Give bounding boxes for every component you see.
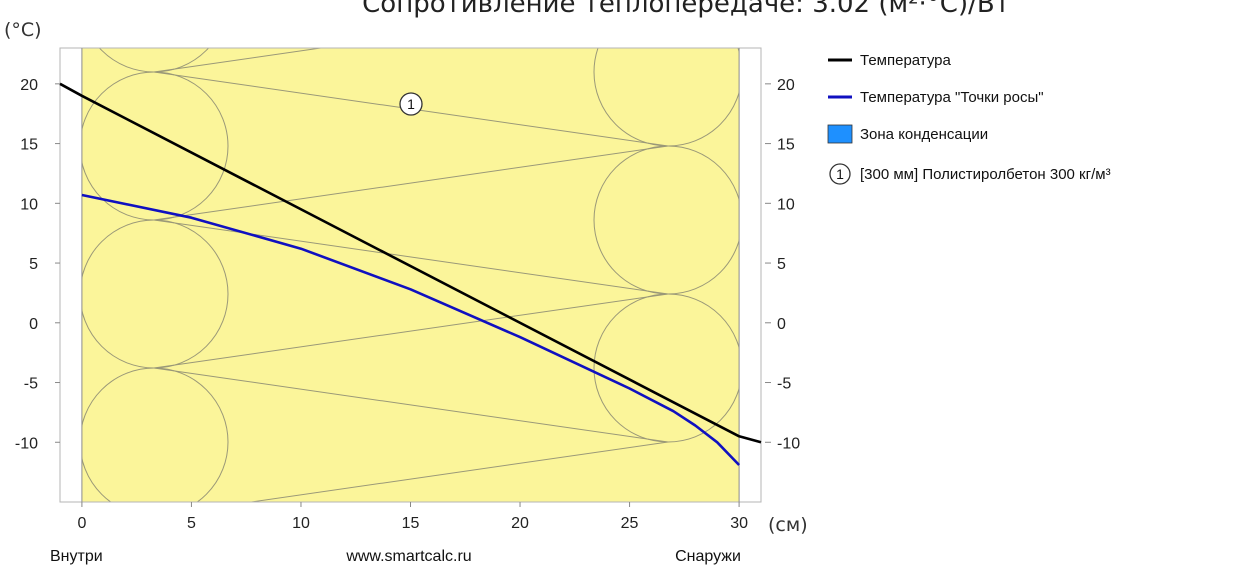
legend-item: 1 [300 мм] Полистиролбетон 300 кг/м³ [829,163,1111,185]
x-tick-label: 15 [402,515,420,532]
x-tick-label: 0 [77,515,86,532]
legend: Температура Температура "Точки росы" Зона … [827,52,1111,185]
y-tick-label-left: 15 [20,137,38,154]
y-tick-label-left: -5 [24,376,38,393]
layer-badge [399,92,423,116]
layer-badge-label: 1 [407,96,415,112]
legend-badge-label: 1 [836,166,844,182]
x-tick-label: 10 [292,515,310,532]
y-tick-label-left: -10 [15,435,38,452]
footer-site-label: www.smartcalc.ru [345,548,471,565]
footer-outside-label: Снаружи [675,548,741,565]
y-tick-label-left: 10 [20,196,38,213]
series-line-dew-point [81,193,741,466]
x-axis-unit: (см) [768,514,808,536]
y-axis-right: 20 15 10 5 0 -5 -10 [765,77,800,452]
chart-title: Сопротивление теплопередаче: 3.02 (м²·°С… [362,0,1010,19]
y-tick-label-left: 5 [29,256,38,273]
hatch-line [153,48,325,73]
y-tick-label-right: -5 [777,376,791,393]
y-tick-label-right: 15 [777,137,795,154]
footer-inside-label: Внутри [50,548,103,565]
insulation-hatch [81,48,740,502]
y-tick-label-left: 20 [20,77,38,94]
y-axis-unit: (°C) [4,19,42,41]
x-tick-label: 5 [187,515,196,532]
series-line-temperature [59,82,762,444]
y-tick-label-right: 20 [777,77,795,94]
legend-label: Зона конденсации [860,126,988,143]
legend-box-swatch [827,124,853,144]
hatch-line [153,293,669,369]
y-tick-label-left: 0 [29,316,38,333]
x-tick-label: 25 [621,515,639,532]
x-tick-label: 20 [511,515,529,532]
chart-title-group: Сопротивление теплопередаче: 3.02 (м²·°С… [362,0,1010,19]
hatch-line [247,441,669,502]
legend-item: Температура "Точки росы" [828,89,1044,106]
plot-area: 1 [59,47,762,503]
material-layer [81,48,740,502]
hatch-line [153,145,669,221]
y-tick-label-right: 0 [777,316,786,333]
legend-label: Температура "Точки росы" [860,89,1044,106]
legend-item: Зона конденсации [827,124,988,144]
y-tick-label-right: 5 [777,256,786,273]
y-tick-label-right: -10 [777,435,800,452]
legend-label: [300 мм] Полистиролбетон 300 кг/м³ [860,166,1111,183]
y-tick-label-right: 10 [777,196,795,213]
legend-item: Температура [828,52,952,69]
hatch-line [153,367,669,443]
x-axis: 0 5 10 15 20 25 30 [77,502,748,532]
x-tick-label: 30 [730,515,748,532]
y-axis-left: 20 15 10 5 0 -5 -10 [15,77,60,452]
legend-label: Температура [860,52,952,69]
legend-badge [829,163,851,185]
